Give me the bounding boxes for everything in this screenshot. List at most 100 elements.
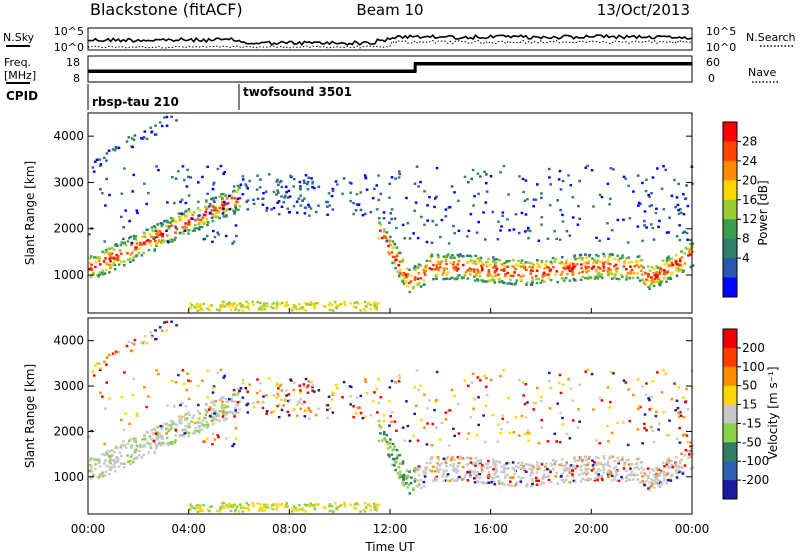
power-cell (607, 267, 611, 270)
velocity-cell (257, 509, 261, 512)
velocity-cell (377, 503, 380, 506)
velocity-cell (525, 483, 529, 486)
velocity-cell (424, 467, 427, 471)
velocity-cell (650, 407, 653, 410)
velocity-cell (150, 429, 154, 432)
velocity-cell (640, 461, 644, 464)
velocity-cell (143, 335, 147, 338)
power-cell (473, 194, 476, 198)
velocity-cell (201, 423, 205, 426)
velocity-cell (683, 454, 686, 457)
power-cell (99, 163, 103, 166)
velocity-cell (330, 504, 334, 508)
velocity-cell (598, 462, 602, 465)
velocity-cell (382, 414, 386, 417)
power-cell (149, 126, 153, 129)
power-cell (397, 264, 401, 267)
colorbar-tick-label: 20 (742, 173, 757, 187)
velocity-cell (648, 481, 651, 484)
velocity-cell (646, 467, 650, 470)
power-cell (472, 275, 476, 278)
power-cell (185, 214, 189, 217)
velocity-cell (691, 466, 695, 469)
power-cell (539, 281, 543, 284)
power-cell (252, 202, 256, 205)
velocity-cell (630, 463, 634, 466)
power-cell (440, 260, 443, 263)
power-cell (375, 308, 379, 311)
velocity-cell (377, 402, 381, 405)
power-cell (301, 199, 305, 202)
velocity-cell (675, 399, 679, 402)
velocity-cell (651, 480, 654, 483)
velocity-cell (675, 476, 679, 479)
velocity-cell (372, 502, 376, 506)
power-cell (122, 237, 125, 241)
power-cell (647, 285, 650, 289)
velocity-cell (221, 504, 225, 508)
velocity-cell (145, 442, 149, 445)
velocity-cell (127, 439, 131, 442)
velocity-cell (331, 411, 335, 414)
velocity-cell (222, 404, 226, 407)
velocity-cell (644, 393, 648, 396)
power-cell (422, 268, 425, 272)
power-cell (465, 254, 469, 257)
velocity-cell (385, 440, 389, 444)
power-cell (615, 271, 619, 274)
power-cell (633, 265, 637, 268)
velocity-cell (438, 464, 442, 468)
power-cell (235, 200, 238, 203)
power-cell (217, 210, 220, 213)
power-cell (212, 183, 215, 186)
velocity-cell (555, 440, 558, 443)
velocity-cell (475, 479, 479, 483)
velocity-cell (138, 449, 141, 453)
velocity-cell (519, 480, 523, 483)
power-cell (397, 274, 401, 278)
xtick-label: 16:00 (473, 522, 508, 536)
power-cell (510, 274, 514, 278)
velocity-cell (508, 476, 512, 479)
power-cell (445, 255, 449, 258)
power-cell (444, 254, 447, 258)
power-cell (425, 240, 429, 244)
velocity-cell (651, 429, 655, 433)
power-cell (643, 282, 646, 285)
velocity-cell (353, 503, 357, 506)
power-cell (597, 266, 600, 269)
power-cell (298, 302, 301, 306)
power-cell (262, 191, 265, 195)
freq-tick-bottom: 8 (73, 72, 80, 85)
power-cell (195, 226, 199, 230)
velocity-cell (689, 441, 692, 444)
power-cell (675, 260, 678, 263)
velocity-cell (455, 471, 459, 474)
power-cell (104, 204, 107, 207)
power-cell (233, 210, 237, 213)
power-cell (292, 177, 296, 181)
velocity-cell (602, 464, 605, 468)
power-cell (236, 197, 240, 201)
velocity-cell (435, 426, 438, 429)
velocity-cell (562, 479, 565, 482)
velocity-cell (437, 463, 441, 466)
velocity-cell (426, 407, 429, 410)
power-cell (475, 231, 479, 234)
velocity-cell (665, 473, 669, 477)
velocity-cell (140, 456, 144, 459)
power-cell (474, 254, 478, 258)
colorbar-frame (722, 121, 738, 298)
power-cell (287, 211, 291, 214)
power-cell (401, 223, 405, 227)
velocity-cell (196, 503, 200, 507)
velocity-cell (229, 504, 232, 507)
velocity-cell (534, 401, 538, 405)
power-cell (399, 260, 403, 263)
power-cell (378, 221, 381, 224)
power-cell (506, 282, 510, 285)
velocity-cell (189, 506, 192, 510)
power-cell (352, 212, 355, 216)
power-cell (458, 274, 461, 277)
power-cell (584, 265, 587, 268)
